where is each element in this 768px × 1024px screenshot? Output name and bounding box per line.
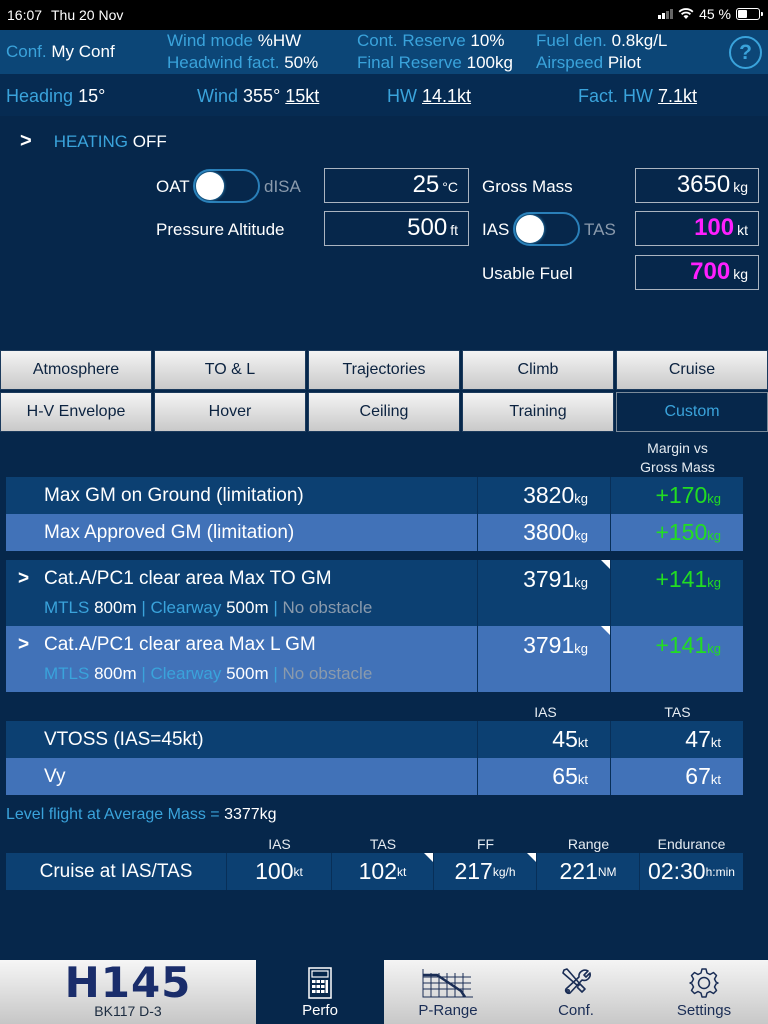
status-time: 16:07 [7, 7, 43, 23]
tas-label: TAS [584, 220, 616, 239]
cont-reserve: Cont. Reserve 10% [357, 31, 505, 50]
chevron-right-icon: > [18, 568, 30, 589]
detail-marker-icon [527, 853, 536, 862]
tab-hover[interactable]: Hover [154, 392, 306, 432]
battery-icon [736, 8, 763, 20]
fuel-density: Fuel den. 0.8kg/L [536, 31, 668, 50]
tas-column-header: TAS [664, 704, 691, 720]
headwind-factor: Headwind fact. 50% [167, 53, 319, 72]
wind-mode: Wind mode %HW [167, 31, 302, 50]
tab-to-l[interactable]: TO & L [154, 350, 306, 390]
tab-bar: Atmosphere TO & L Trajectories Climb Cru… [0, 350, 768, 432]
cruise-ff-header: FF [476, 836, 495, 852]
range-chart-icon [422, 969, 473, 998]
usable-fuel-input[interactable]: 700 kg [635, 255, 759, 290]
nav-conf-button[interactable]: Conf. [512, 960, 640, 1024]
tab-cruise[interactable]: Cruise [616, 350, 768, 390]
table-row: Vy 65kt 67kt [6, 758, 743, 795]
nav-p-range-button[interactable]: P-Range [384, 960, 512, 1024]
status-bar: 16:07 Thu 20 Nov 45 % [0, 0, 768, 30]
cruise-range-header: Range [567, 836, 610, 852]
chevron-right-icon: > [20, 130, 32, 152]
cruise-row: Cruise at IAS/TAS 100 kt 102 kt 217 kg/h 22… [6, 853, 743, 890]
conf-name[interactable]: Conf. My Conf [6, 42, 115, 61]
ias-label: IAS [482, 220, 510, 239]
wifi-icon [678, 8, 694, 19]
tab-training[interactable]: Training [462, 392, 614, 432]
gross-mass-label: Gross Mass [482, 177, 573, 196]
pressure-altitude-input[interactable]: 500 ft [324, 211, 469, 246]
temperature-input[interactable]: 25 °C [324, 168, 469, 203]
cat-a-l-row[interactable]: > Cat.A/PC1 clear area Max L GM MTLS 800… [6, 626, 743, 692]
status-date: Thu 20 Nov [51, 7, 124, 23]
gear-icon [689, 968, 719, 998]
cruise-tas-header: TAS [369, 836, 397, 852]
h145-logo[interactable]: H145 BK117 D-3 [0, 960, 256, 1024]
oat-label: OAT [156, 177, 190, 196]
tab-custom[interactable]: Custom [616, 392, 768, 432]
tab-atmosphere[interactable]: Atmosphere [0, 350, 152, 390]
factored-headwind: Fact. HW 7.1kt [578, 86, 698, 106]
level-flight-note: Level flight at Average Mass = 3377kg [6, 806, 277, 823]
cruise-endurance-header: Endurance [657, 836, 726, 852]
tab-ceiling[interactable]: Ceiling [308, 392, 460, 432]
tab-trajectories[interactable]: Trajectories [308, 350, 460, 390]
margin-column-header: Margin vs Gross Mass [640, 440, 715, 475]
cruise-ias-header: IAS [268, 836, 291, 852]
oat-disa-toggle[interactable] [193, 169, 260, 203]
detail-marker-icon [601, 560, 610, 569]
heading[interactable]: Heading 15° [6, 86, 106, 106]
ias-tas-toggle[interactable] [513, 212, 580, 246]
cat-a-to-row[interactable]: > Cat.A/PC1 clear area Max TO GM MTLS 80… [6, 560, 743, 626]
cellular-signal-icon [658, 9, 674, 19]
calculator-icon [308, 967, 332, 999]
table-row: Max GM on Ground (limitation) 3820kg +17… [6, 477, 743, 514]
wind-bar[interactable]: Heading 15° Wind 355° 15kt HW 14.1kt Fac… [0, 74, 768, 116]
table-row: Max Approved GM (limitation) 3800kg +150… [6, 514, 743, 551]
ias-column-header: IAS [534, 704, 557, 720]
detail-marker-icon [424, 853, 433, 862]
pressure-altitude-label: Pressure Altitude [156, 220, 285, 239]
battery-percent: 45 % [699, 6, 731, 22]
airspeed-mode: Airspeed Pilot [536, 53, 641, 72]
airspeed-input[interactable]: 100 kt [635, 211, 759, 246]
chevron-right-icon: > [18, 634, 30, 655]
tab-hv-envelope[interactable]: H-V Envelope [0, 392, 152, 432]
detail-marker-icon [601, 626, 610, 635]
tools-icon [562, 968, 591, 995]
wind[interactable]: Wind 355° 15kt [197, 86, 320, 106]
tab-climb[interactable]: Climb [462, 350, 614, 390]
disa-label: dISA [264, 177, 301, 196]
nav-perfo-button[interactable]: Perfo [256, 960, 384, 1024]
nav-settings-button[interactable]: Settings [640, 960, 768, 1024]
gross-mass-input[interactable]: 3650 kg [635, 168, 759, 203]
usable-fuel-label: Usable Fuel [482, 264, 573, 283]
headwind: HW 14.1kt [387, 86, 472, 106]
bottom-navigation: H145 BK117 D-3 Perfo P-Range [0, 960, 768, 1024]
help-icon[interactable]: ? [729, 36, 762, 69]
heating-value: OFF [132, 131, 167, 151]
final-reserve: Final Reserve 100kg [357, 53, 513, 72]
heating-toggle-row[interactable]: > HEATING OFF [20, 130, 167, 152]
configuration-bar[interactable]: Conf. My Conf Wind mode %HW Headwind fac… [0, 30, 768, 74]
table-row: VTOSS (IAS=45kt) 45kt 47kt [6, 721, 743, 758]
